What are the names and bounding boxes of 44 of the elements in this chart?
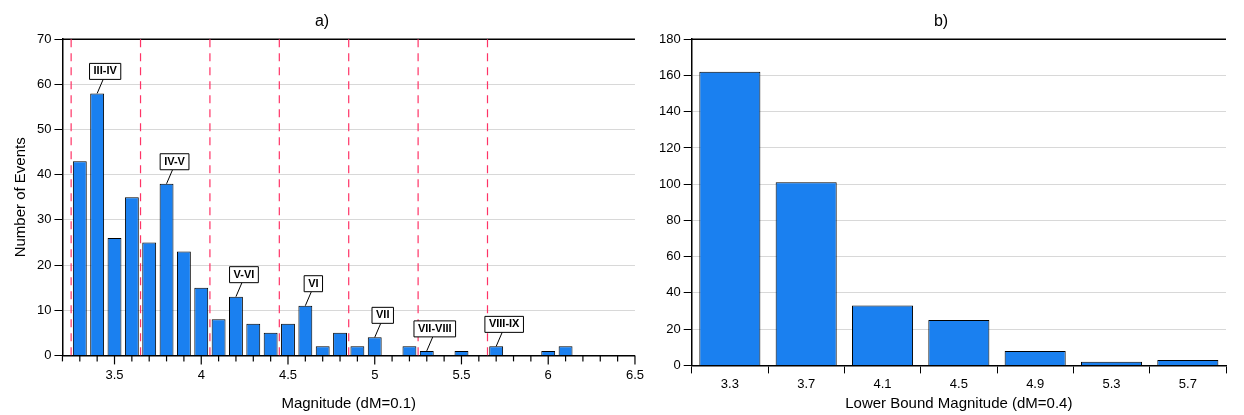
annotation: VII	[376, 308, 390, 321]
annotation: III-IV	[93, 64, 118, 77]
y-tick-label: 100	[658, 175, 681, 191]
y-tick-label: 180	[658, 30, 681, 46]
x-tick-label: 5	[371, 366, 379, 382]
x-tick-label: 6	[544, 366, 552, 382]
y-tick-label: 20	[666, 320, 681, 336]
y-axis-title: Number of Events	[11, 137, 29, 258]
y-tick-label: 120	[658, 139, 681, 155]
y-tick-label: 50	[36, 121, 52, 137]
x-tick-label: 6.5	[625, 366, 644, 382]
y-tick-label: 140	[658, 103, 681, 119]
y-tick-label: 60	[666, 248, 681, 264]
x-tick-label: 4.5	[278, 366, 298, 382]
x-tick-label: 5.7	[1178, 375, 1197, 391]
y-tick-label: 70	[36, 30, 52, 46]
y-tick-label: 160	[658, 67, 681, 83]
x-tick-label: 5.3	[1102, 375, 1121, 391]
annotation: VII-VIII	[417, 321, 452, 334]
chart-title: b)	[933, 12, 949, 30]
x-axis-title: Magnitude (dM=0.1)	[281, 394, 417, 412]
annotation: IV-V	[164, 154, 186, 167]
y-tick-label: 40	[666, 284, 681, 300]
x-tick-label: 4	[197, 366, 205, 382]
x-tick-label: 3.3	[720, 375, 739, 391]
y-tick-label: 60	[36, 75, 52, 91]
x-tick-label: 3.7	[797, 375, 816, 391]
x-tick-label: 4.1	[873, 375, 892, 391]
x-axis-title: Lower Bound Magnitude (dM=0.4)	[845, 394, 1073, 412]
y-tick-label: 40	[36, 166, 52, 182]
y-tick-label: 20	[36, 256, 52, 272]
annotation: VIII-IX	[488, 317, 521, 330]
annotation: VI	[308, 276, 319, 289]
annotation: V-VI	[233, 267, 255, 280]
x-tick-label: 3.5	[105, 366, 124, 382]
x-tick-label: 5.5	[452, 366, 471, 382]
chart-title: a)	[314, 12, 330, 30]
y-tick-label: 10	[36, 301, 52, 317]
y-tick-label: 0	[673, 356, 681, 372]
y-tick-label: 0	[44, 346, 52, 362]
y-tick-label: 80	[666, 212, 681, 227]
x-tick-label: 4.9	[1026, 375, 1045, 391]
y-tick-label: 30	[36, 211, 52, 227]
x-tick-label: 4.5	[949, 375, 968, 391]
